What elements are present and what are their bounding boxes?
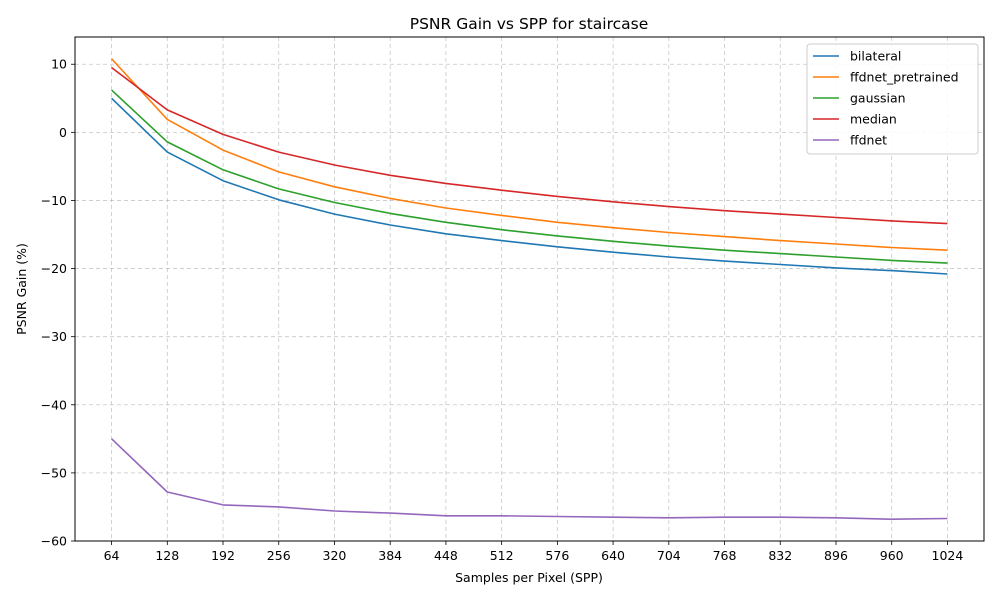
y-tick-label: 0	[59, 125, 67, 140]
y-tick-label: −30	[41, 329, 67, 344]
plot-frame	[74, 36, 985, 542]
y-tick-label: −50	[41, 465, 67, 480]
y-tick-label: 10	[51, 57, 67, 72]
x-tick-label: 256	[267, 548, 291, 563]
legend-entry-gaussian: gaussian	[850, 91, 906, 106]
series-lines	[111, 58, 948, 521]
x-tick-label: 640	[601, 548, 625, 563]
legend-entry-ffdnet-pretrained: ffdnet_pretrained	[850, 70, 959, 85]
series-line-bilateral	[111, 97, 948, 275]
y-axis-ticks: 10 0 −10 −20 −30 −40 −50 −60	[41, 57, 75, 549]
x-tick-label: 384	[378, 548, 402, 563]
legend: bilateral ffdnet_pretrained gaussian median…	[806, 43, 979, 155]
x-tick-label: 1024	[932, 548, 964, 563]
legend-frame	[806, 43, 979, 155]
series-line-ffdnet	[111, 438, 948, 521]
x-tick-label: 832	[768, 548, 792, 563]
y-tick-label: −10	[41, 193, 67, 208]
x-tick-label: 896	[824, 548, 848, 563]
legend-entry-bilateral: bilateral	[850, 49, 901, 64]
x-axis-label: Samples per Pixel (SPP)	[455, 570, 603, 585]
x-tick-label: 128	[155, 548, 179, 563]
series-line-ffdnet-pretrained	[111, 58, 948, 251]
x-tick-label: 512	[490, 548, 514, 563]
x-tick-label: 320	[323, 548, 347, 563]
x-tick-label: 576	[545, 548, 569, 563]
y-tick-label: −20	[41, 261, 67, 276]
series-line-gaussian	[111, 89, 948, 264]
x-tick-label: 192	[211, 548, 235, 563]
y-tick-label: −60	[41, 534, 67, 549]
legend-entry-ffdnet: ffdnet	[850, 133, 887, 148]
y-axis-label: PSNR Gain (%)	[14, 243, 29, 335]
x-axis-ticks: 64 128 192 256 320 384 448 512 576 640 704 768 832 89…	[104, 541, 964, 563]
series-line-median	[111, 66, 948, 225]
legend-entry-median: median	[850, 112, 897, 127]
x-tick-label: 704	[657, 548, 681, 563]
x-tick-label: 768	[713, 548, 737, 563]
x-tick-label: 64	[104, 548, 120, 563]
chart-title: PSNR Gain vs SPP for staircase	[410, 15, 649, 33]
y-tick-label: −40	[41, 397, 67, 412]
x-tick-label: 960	[880, 548, 904, 563]
x-tick-label: 448	[434, 548, 458, 563]
